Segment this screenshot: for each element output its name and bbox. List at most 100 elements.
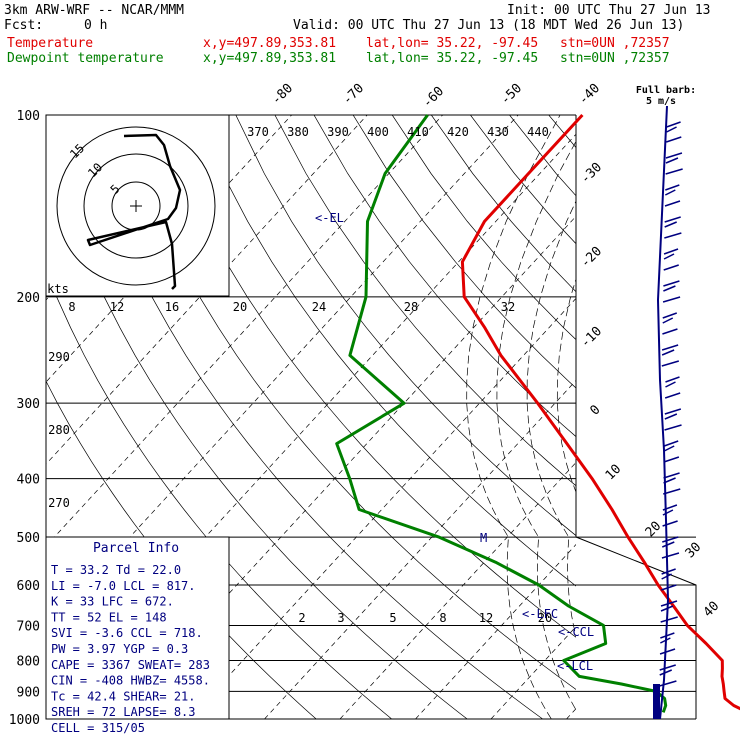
speed-label: 12 — [110, 300, 124, 314]
pressure-label-100: 100 — [17, 109, 40, 124]
hodograph-ring — [56, 126, 216, 286]
parcel-info-table: T = 33.2 Td = 22.0 LI = -7.0 LCL = 817. K … — [45, 536, 230, 735]
dry-adiabat — [274, 115, 576, 487]
mixing-ratio-label: 8 — [439, 611, 446, 625]
parcel-info-title: Parcel Info — [93, 541, 179, 556]
parcel-info-row: SREH = 72 LAPSE= 8.3 — [51, 705, 196, 719]
dry-adiabat — [627, 115, 740, 719]
wind-barb — [661, 552, 680, 559]
wind-barb — [666, 126, 677, 133]
dry-adiabat — [705, 115, 740, 719]
speed-label: 24 — [312, 300, 326, 314]
wind-barb — [659, 669, 673, 676]
wind-barb — [664, 232, 682, 239]
wind-barb — [666, 136, 682, 143]
wind-barb — [663, 456, 680, 463]
wind-barb — [663, 280, 680, 287]
isotherm — [339, 461, 576, 719]
isotherm — [264, 379, 576, 719]
wind-barb — [663, 445, 675, 452]
init-time: Init: 00 UTC Thu 27 Jun 13 — [507, 3, 711, 18]
el-marker: <-EL — [315, 211, 344, 225]
wind-barb — [664, 424, 682, 431]
wind-barb — [659, 664, 676, 671]
theta-label: 430 — [487, 125, 509, 139]
wind-barbs — [653, 105, 683, 720]
speed-label: 8 — [68, 300, 75, 314]
wind-barb — [665, 184, 680, 191]
pressure-label-700: 700 — [17, 619, 40, 634]
wind-barb — [661, 573, 672, 580]
wind-barb — [666, 121, 681, 128]
legend-temperature: Temperature — [7, 36, 94, 51]
pressure-label-600: 600 — [17, 579, 40, 594]
wind-barb — [662, 296, 681, 303]
wind-barb — [664, 413, 678, 420]
wind-barb — [660, 632, 675, 639]
mixing-ratio-label: 12 — [479, 611, 493, 625]
wind-barb — [664, 189, 676, 196]
wind-barb — [663, 248, 679, 255]
moist-adiabat — [618, 115, 711, 719]
lcl-marker: <-LCL — [557, 659, 593, 673]
parcel-info-row: SVI = -3.6 CCL = 718. — [51, 626, 203, 640]
legend-dewpoint: Dewpoint temperature — [7, 51, 164, 66]
barb-staff — [656, 105, 670, 720]
hodograph-units: kts — [47, 282, 69, 296]
pressure-label-200: 200 — [17, 291, 40, 306]
parcel-info-row: K = 33 LFC = 672. — [51, 595, 174, 609]
parcel-info-row: CIN = -408 HWBZ= 4558. — [51, 674, 210, 688]
dry-adiabat — [196, 115, 576, 587]
dry-adiabat — [352, 115, 576, 389]
wind-barb — [660, 600, 678, 607]
wind-barb — [665, 168, 683, 175]
dry-adiabat — [313, 115, 576, 438]
theta-label-low: 280 — [48, 423, 70, 437]
barb-key-speed: 5 m/s — [646, 96, 676, 107]
mixing-ratio-label: 20 — [538, 611, 552, 625]
wind-barb — [665, 152, 683, 159]
wind-barb — [663, 264, 679, 271]
forecast-hour: 0 h — [84, 18, 108, 33]
pressure-label-800: 800 — [17, 654, 40, 669]
mixing-ratio-label: 3 — [337, 611, 344, 625]
isotherm-label: 30 — [683, 540, 705, 562]
theta-label-low: 270 — [48, 496, 70, 510]
wind-barb — [661, 349, 675, 356]
legend-dewpoint-stn: stn=0UN ,72357 — [560, 51, 670, 66]
wind-barb — [659, 680, 677, 687]
legend-temperature-xy: x,y=497.89,353.81 — [203, 36, 337, 51]
theta-label: 400 — [367, 125, 389, 139]
pressure-label-500: 500 — [17, 531, 40, 546]
ccl-marker: <-CCL — [558, 625, 594, 639]
theta-label: 440 — [527, 125, 549, 139]
wind-barb — [661, 344, 679, 351]
parcel-top-marker: M — [480, 531, 487, 545]
wind-barb — [663, 253, 675, 260]
pressure-label-1000: 1000 — [9, 713, 40, 728]
isotherm-label: -70 — [340, 81, 367, 108]
parcel-info-frame — [45, 536, 230, 720]
mixing-ratio-label: 5 — [389, 611, 396, 625]
theta-label: 370 — [247, 125, 269, 139]
hodograph-trace — [86, 133, 182, 290]
legend-temperature-stn: stn=0UN ,72357 — [560, 36, 670, 51]
wind-barb — [662, 536, 679, 543]
wind-barb — [661, 568, 676, 575]
wind-barb — [661, 360, 680, 367]
wind-barb — [663, 477, 676, 484]
wind-barb — [662, 328, 678, 335]
wind-barb — [663, 285, 676, 292]
wind-barb — [664, 408, 682, 415]
wind-barb — [660, 616, 678, 623]
moist-adiabats — [466, 115, 711, 719]
dry-adiabat — [235, 115, 576, 537]
dry-adiabat — [46, 135, 468, 719]
wind-barb — [663, 472, 680, 479]
lfc-marker: <-LFC — [522, 607, 558, 621]
speed-label: 32 — [501, 300, 515, 314]
wind-barb — [665, 381, 676, 388]
valid-time: Valid: 00 UTC Thu 27 Jun 13 (18 MDT Wed … — [293, 18, 685, 33]
dry-adiabat — [118, 115, 576, 690]
